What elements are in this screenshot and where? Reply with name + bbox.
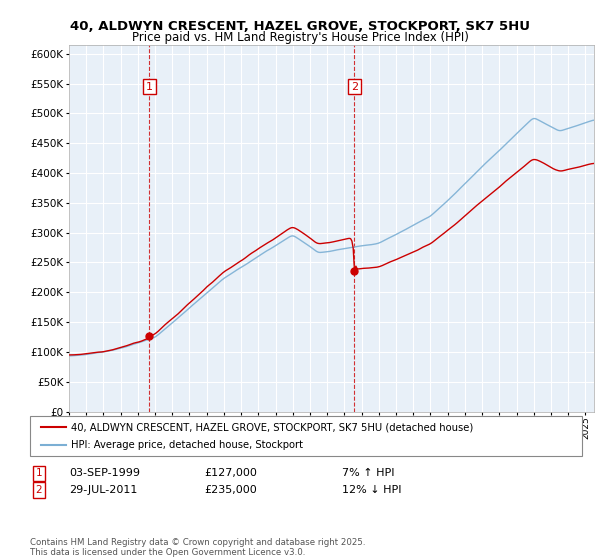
Text: 12% ↓ HPI: 12% ↓ HPI (342, 485, 401, 495)
Text: 1: 1 (146, 82, 153, 91)
FancyBboxPatch shape (30, 416, 582, 456)
Text: 2: 2 (351, 82, 358, 91)
Text: HPI: Average price, detached house, Stockport: HPI: Average price, detached house, Stoc… (71, 440, 304, 450)
Text: 40, ALDWYN CRESCENT, HAZEL GROVE, STOCKPORT, SK7 5HU: 40, ALDWYN CRESCENT, HAZEL GROVE, STOCKP… (70, 20, 530, 32)
Text: Contains HM Land Registry data © Crown copyright and database right 2025.
This d: Contains HM Land Registry data © Crown c… (30, 538, 365, 557)
Text: 1: 1 (35, 468, 43, 478)
Text: 03-SEP-1999: 03-SEP-1999 (69, 468, 140, 478)
Text: 2: 2 (35, 485, 43, 495)
Text: Price paid vs. HM Land Registry's House Price Index (HPI): Price paid vs. HM Land Registry's House … (131, 31, 469, 44)
Text: 29-JUL-2011: 29-JUL-2011 (69, 485, 137, 495)
Text: 7% ↑ HPI: 7% ↑ HPI (342, 468, 395, 478)
Text: 40, ALDWYN CRESCENT, HAZEL GROVE, STOCKPORT, SK7 5HU (detached house): 40, ALDWYN CRESCENT, HAZEL GROVE, STOCKP… (71, 422, 473, 432)
Text: £235,000: £235,000 (204, 485, 257, 495)
Text: £127,000: £127,000 (204, 468, 257, 478)
